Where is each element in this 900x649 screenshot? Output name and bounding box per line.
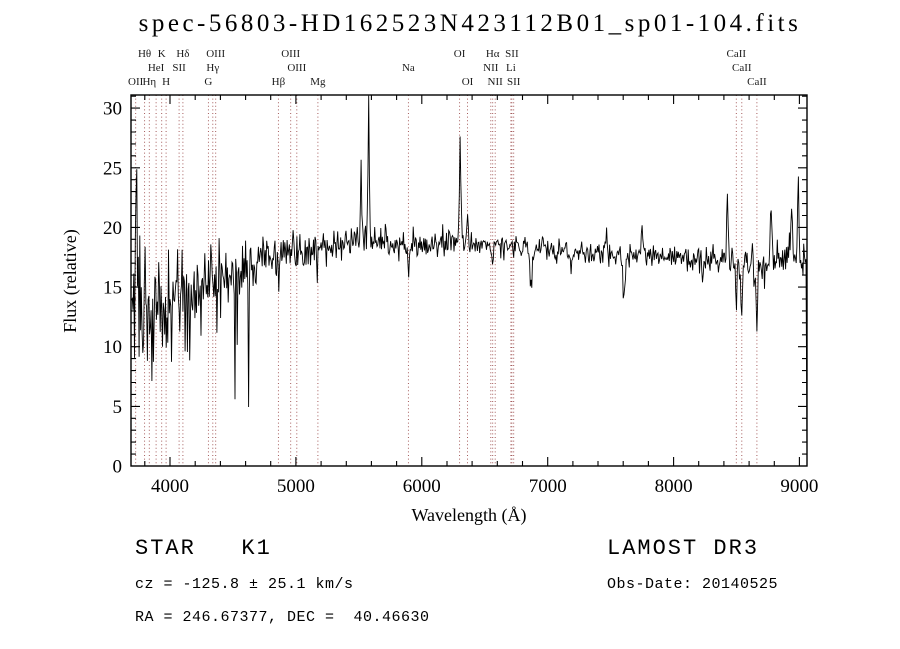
y-tick-label: 30: [103, 99, 122, 120]
x-tick-label: 9000: [780, 476, 818, 497]
obs-date: Obs-Date: 20140525: [607, 576, 778, 593]
spectral-line-label: CaII: [727, 48, 747, 60]
x-tick-label: 5000: [277, 476, 315, 497]
x-tick-label: 7000: [529, 476, 567, 497]
spectral-line-label: OIII: [281, 48, 300, 60]
spectral-line-labels: Hθ K Hδ OIII OIII OI Hα SII CaII HeI SII Hγ OIII Na NI…: [128, 48, 767, 88]
x-tick-label: 4000: [151, 476, 189, 497]
spectral-line-label: OI: [454, 48, 466, 60]
plot-title: spec-56803-HD162523N423112B01_sp01-104.f…: [139, 10, 802, 37]
y-tick-label: 25: [103, 158, 122, 179]
spectral-line-label: CaII: [747, 76, 767, 88]
class-label: STAR K1: [135, 536, 272, 561]
y-tick-label: 10: [103, 337, 122, 358]
x-axis-label: Wavelength (Å): [411, 505, 526, 526]
spectral-line-label: CaII: [732, 62, 752, 74]
spectral-line-label: Hδ: [176, 48, 189, 60]
spectral-line-label: NII: [488, 76, 504, 88]
axes: [131, 95, 807, 467]
spectral-line-label: SII: [507, 76, 521, 88]
x-tick-label: 6000: [403, 476, 441, 497]
spectral-line-label: H: [162, 76, 170, 88]
spectral-line-label: Hγ: [206, 62, 219, 74]
y-tick-label: 15: [103, 278, 122, 299]
cz-value: cz = -125.8 ± 25.1 km/s: [135, 576, 354, 593]
spectrum-trace: [131, 95, 808, 463]
spectral-line-label: SII: [172, 62, 186, 74]
tick-labels: 4000 5000 6000 7000 8000 9000 0 5 10 15 20 25 30: [103, 99, 818, 497]
y-tick-label: 5: [113, 397, 123, 418]
spectral-line-label: OII: [128, 76, 144, 88]
axis-ticks: [131, 95, 807, 467]
spectral-line-label: Na: [402, 62, 415, 74]
spectral-line-label: Hθ: [138, 48, 151, 60]
spectral-line-label: Hα: [486, 48, 500, 60]
spectral-line-label: SII: [505, 48, 519, 60]
plot-frame: [130, 94, 808, 467]
ra-dec: RA = 246.67377, DEC = 40.46630: [135, 609, 430, 626]
spectral-line-label: Li: [506, 62, 516, 74]
spectral-line-label: Hβ: [272, 76, 286, 88]
spectral-line-label: Mg: [310, 76, 326, 88]
x-tick-label: 8000: [655, 476, 693, 497]
spectral-line-label: NII: [483, 62, 499, 74]
spectral-line-label: OI: [462, 76, 474, 88]
survey-label: LAMOST DR3: [607, 536, 759, 561]
y-tick-label: 0: [113, 457, 123, 478]
spectral-line-label: Hη: [142, 76, 156, 88]
y-axis-label: Flux (relative): [60, 229, 81, 332]
spectral-line-label: K: [158, 48, 166, 60]
spectral-line-label: OIII: [206, 48, 225, 60]
spectral-line-label: OIII: [287, 62, 306, 74]
y-tick-label: 20: [103, 218, 122, 239]
spectral-line-label: HeI: [148, 62, 165, 74]
spectral-line-label: G: [204, 76, 212, 88]
